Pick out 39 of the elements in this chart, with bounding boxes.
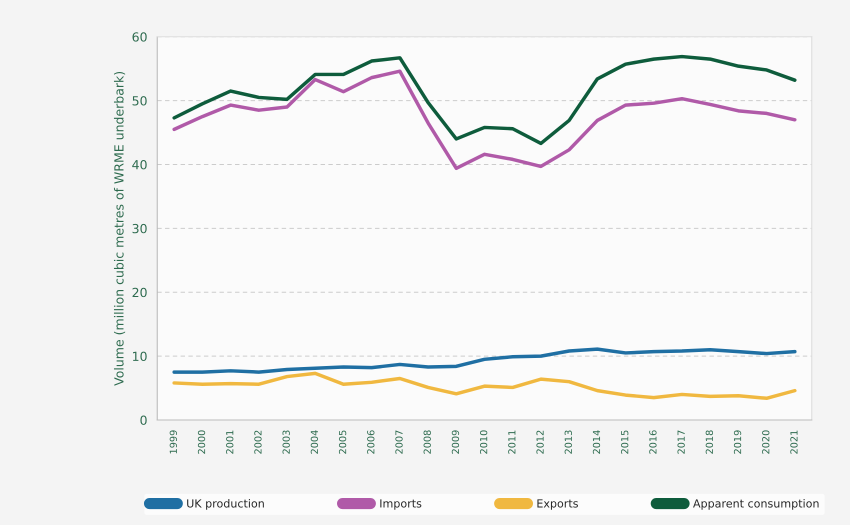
x-tick-label: 2006	[367, 430, 374, 454]
y-tick-label: 50	[132, 96, 147, 106]
line-series	[172, 54, 797, 146]
y-tick-label: 30	[132, 224, 147, 234]
legend-label: Exports	[537, 499, 578, 510]
legend-label: UK production	[187, 498, 264, 510]
y-tick-label: 0	[140, 415, 147, 425]
x-tick-label: 2002	[254, 430, 262, 454]
x-tick-label: 2008	[424, 430, 431, 454]
x-tick-label: 2021	[790, 430, 798, 454]
y-tick-label: 60	[132, 32, 147, 42]
x-tick-label: 2000	[198, 430, 206, 454]
x-tick-label: 2017	[677, 430, 685, 454]
x-tick-label: 2007	[395, 430, 403, 454]
y-tick-label: 20	[132, 288, 147, 298]
x-tick-label: 2010	[480, 430, 488, 454]
x-tick-label: 2009	[452, 430, 460, 454]
x-tick-label: 2004	[310, 430, 318, 454]
legend-label: Apparent consumption	[693, 498, 819, 510]
x-tick-label: 2013	[564, 430, 572, 454]
x-tick-label: 2016	[649, 430, 657, 454]
legend-label: Imports	[380, 499, 422, 510]
x-tick-label: 2012	[536, 430, 544, 454]
line-series	[172, 70, 797, 170]
line-series	[172, 347, 797, 374]
y-axis-title: Volume (million cubic metres of WRME underbark)	[114, 72, 126, 386]
y-tick-label: 10	[132, 352, 147, 362]
x-tick-label: 2011	[508, 430, 516, 454]
x-tick-label: 2018	[706, 430, 714, 454]
x-tick-label: 2019	[734, 430, 742, 454]
line-series	[172, 372, 797, 400]
x-tick-label: 2001	[226, 430, 234, 454]
x-tick-label: 2005	[338, 430, 346, 454]
x-tick-label: 2020	[762, 430, 770, 454]
x-tick-label: 2015	[621, 430, 628, 454]
x-tick-label: 2014	[592, 430, 600, 454]
x-tick-label: 2003	[282, 430, 290, 454]
y-tick-label: 40	[132, 160, 147, 170]
x-tick-label: 1999	[170, 430, 177, 454]
